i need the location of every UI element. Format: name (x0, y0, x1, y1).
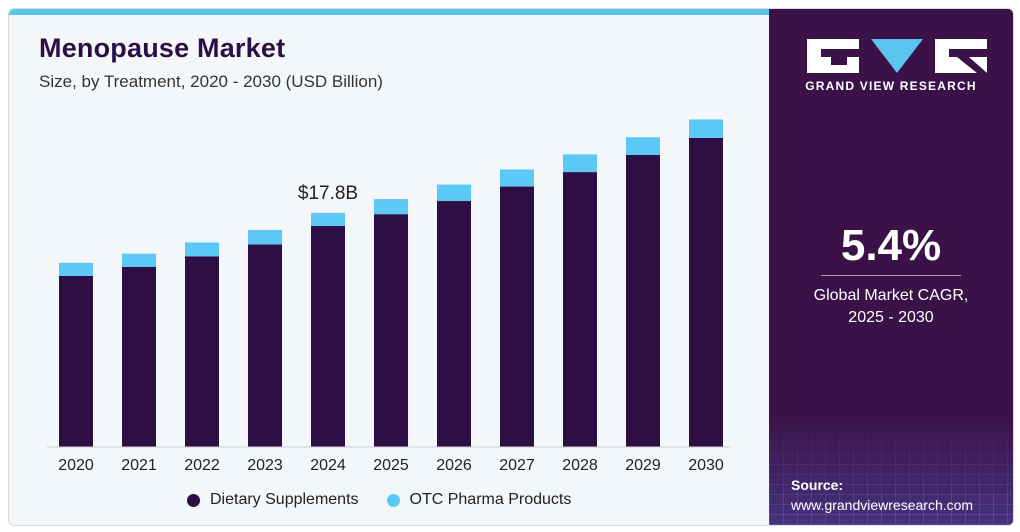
chart-subtitle: Size, by Treatment, 2020 - 2030 (USD Bil… (39, 72, 383, 91)
summary-panel: GRAND VIEW RESEARCH 5.4% Global Market C… (769, 9, 1013, 525)
grand-view-research-logo (807, 39, 987, 73)
legend-item-dietary: Dietary Supplements (187, 491, 359, 509)
x-tick-label-2024: 2024 (310, 457, 346, 474)
bar-otc-2026 (437, 184, 471, 202)
bar-otc-2020 (59, 262, 93, 276)
bar-dietary-2020 (59, 276, 93, 447)
x-tick-label-2020: 2020 (58, 457, 94, 474)
cagr-label-line2: 2025 - 2030 (848, 309, 934, 326)
bar-dietary-2029 (626, 154, 660, 447)
source-label: Source: (791, 477, 844, 493)
x-tick-label-2028: 2028 (562, 457, 598, 474)
bar-dietary-2021 (122, 266, 156, 447)
x-tick-label-2021: 2021 (121, 457, 157, 474)
bar-otc-2021 (122, 253, 156, 267)
x-tick-label-2026: 2026 (436, 457, 472, 474)
x-tick-label-2027: 2027 (499, 457, 535, 474)
bar-dietary-2028 (563, 172, 597, 448)
bar-otc-2023 (248, 229, 282, 245)
x-tick-label-2030: 2030 (688, 457, 724, 474)
bar-dietary-2022 (185, 256, 219, 447)
bar-dietary-2023 (248, 244, 282, 447)
cagr-label: Global Market CAGR, 2025 - 2030 (769, 285, 1013, 329)
bar-dietary-2027 (500, 186, 534, 448)
x-tick-label-2025: 2025 (373, 457, 409, 474)
decorative-grid (769, 415, 1013, 525)
bar-chart: 2020 2021 2022 2023 2024 2025 2026 2027 2028 2029… (47, 119, 731, 474)
x-tick-label-2029: 2029 (625, 457, 661, 474)
bar-otc-2027 (500, 169, 534, 187)
source-note: Source: www.grandviewresearch.com (791, 475, 973, 515)
legend-item-otc: OTC Pharma Products (386, 491, 572, 509)
source-url: www.grandviewresearch.com (791, 497, 974, 513)
chart-title: Menopause Market (39, 33, 286, 63)
x-tick-label-2023: 2023 (247, 457, 283, 474)
x-tick-label-2022: 2022 (184, 457, 220, 474)
bar-otc-2028 (563, 154, 597, 173)
cagr-label-line1: Global Market CAGR, (813, 287, 969, 304)
data-label-2024: $17.8B (298, 183, 358, 204)
chart-panel: Menopause Market Size, by Treatment, 202… (9, 9, 769, 525)
chart-legend: Dietary Supplements OTC Pharma Products (187, 489, 599, 511)
bar-otc-2030 (689, 119, 723, 138)
accent-bar (9, 9, 769, 15)
bar-dietary-2024 (311, 226, 345, 447)
legend-swatch-dietary (187, 493, 200, 507)
legend-swatch-otc (386, 493, 400, 507)
cagr-divider (821, 275, 961, 276)
bar-otc-2022 (185, 242, 219, 257)
cagr-value: 5.4% (840, 221, 942, 270)
bar-dietary-2026 (437, 201, 471, 447)
bar-otc-2025 (374, 199, 408, 215)
brand-name: GRAND VIEW RESEARCH (805, 79, 977, 93)
infographic-frame: Menopause Market Size, by Treatment, 202… (8, 8, 1014, 526)
bar-otc-2024 (311, 212, 345, 227)
bar-dietary-2030 (689, 137, 723, 447)
legend-label-dietary: Dietary Supplements (210, 491, 359, 508)
bar-dietary-2025 (374, 214, 408, 447)
legend-label-otc: OTC Pharma Products (409, 491, 572, 508)
bar-otc-2029 (626, 137, 660, 155)
